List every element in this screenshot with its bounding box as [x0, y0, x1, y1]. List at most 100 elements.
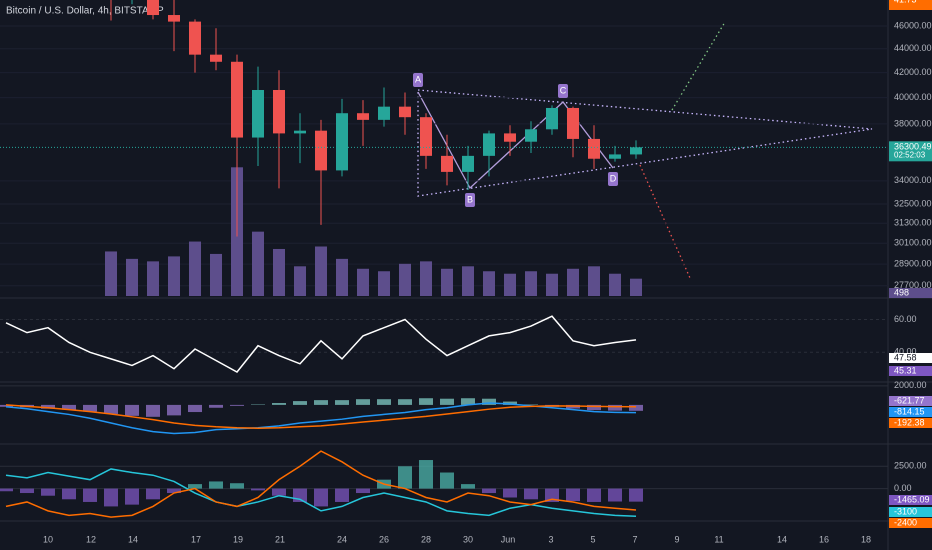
candle-body: [210, 54, 222, 62]
candle-body: [525, 129, 537, 142]
value-tag: [889, 407, 932, 417]
time-tick-label: 7: [632, 534, 637, 544]
histogram-bar: [125, 488, 139, 505]
candle-body: [189, 21, 201, 55]
histogram-bar: [146, 488, 160, 500]
histogram-bar: [146, 404, 160, 417]
histogram-bar: [0, 488, 13, 492]
candle-body: [462, 155, 474, 172]
price-tick-label: 46000.00: [894, 20, 932, 30]
candle-body: [378, 106, 390, 120]
histogram-bar: [209, 481, 223, 489]
pattern-point-label: D: [610, 173, 617, 183]
candle-body: [252, 89, 264, 138]
indicator-tick-label: 0.00: [894, 483, 912, 493]
volume-bar: [336, 258, 348, 296]
histogram-bar: [440, 472, 454, 489]
value-tag-label: -1465.09: [894, 494, 930, 504]
volume-bar: [630, 278, 642, 296]
histogram-bar: [104, 404, 118, 414]
pattern-point-label: C: [560, 85, 567, 95]
volume-bar: [567, 268, 579, 296]
volume-bar: [462, 266, 474, 296]
time-tick-label: 16: [819, 534, 829, 544]
price-tick-label: 38000.00: [894, 118, 932, 128]
volume-bar: [210, 253, 222, 296]
histogram-bar: [398, 399, 412, 405]
time-tick-label: 19: [233, 534, 243, 544]
indicator-tick-label: 60.00: [894, 314, 917, 324]
volume-bar: [126, 258, 138, 296]
histogram-bar: [314, 488, 328, 507]
volume-bar: [168, 256, 180, 296]
volume-bar: [399, 263, 411, 296]
value-tag: [889, 418, 932, 428]
candle-body: [231, 61, 243, 138]
histogram-bar: [230, 404, 244, 406]
value-tag: [889, 366, 932, 376]
value-tag: [889, 396, 932, 406]
indicator-line: [5, 450, 637, 518]
volume-bar: [546, 273, 558, 296]
pattern-point-label: B: [467, 194, 473, 204]
time-tick-label: Jun: [501, 534, 516, 544]
histogram-bar: [629, 404, 643, 411]
candle-body: [168, 15, 180, 22]
candle-body: [336, 113, 348, 171]
price-tick-label: 34000.00: [894, 175, 932, 185]
price-tick-label: 32500.00: [894, 198, 932, 208]
value-tag-label: 41.73: [894, 0, 917, 4]
candle-body: [357, 113, 369, 120]
pattern-drawing: [417, 21, 873, 279]
candle-body: [588, 138, 600, 159]
time-tick-label: 9: [674, 534, 679, 544]
value-tag-label: -3100: [894, 506, 917, 516]
value-tag: [889, 495, 932, 505]
histogram-bar: [461, 484, 475, 489]
histogram-bar: [41, 404, 55, 409]
countdown: 02:52:03: [894, 150, 926, 159]
histogram-bar: [419, 398, 433, 405]
histogram-bar: [608, 488, 622, 502]
time-tick-label: 12: [86, 534, 96, 544]
candle-body: [630, 147, 642, 155]
histogram-bar: [188, 484, 202, 489]
candle-body: [315, 130, 327, 171]
histogram-bar: [356, 399, 370, 405]
histogram-bar: [188, 404, 202, 413]
time-tick-label: 26: [379, 534, 389, 544]
price-tick-label: 27700.00: [894, 280, 932, 290]
last-price: 36300.49: [894, 142, 932, 152]
histogram-bar: [440, 398, 454, 405]
histogram-bar: [167, 488, 181, 494]
candle-body: [504, 133, 516, 142]
volume-bar: [252, 231, 264, 296]
volume-bar: [441, 268, 453, 296]
value-tag: [889, 507, 932, 517]
candle-body: [546, 107, 558, 130]
volume-bar: [189, 241, 201, 296]
value-tag-label: 47.58: [894, 352, 917, 362]
volume-bar: [588, 266, 600, 296]
histogram-bar: [20, 488, 34, 494]
time-tick-label: 18: [861, 534, 871, 544]
pattern-point-badge: [465, 193, 475, 207]
value-tag-label: -814.15: [894, 406, 925, 416]
histogram-bar: [125, 404, 139, 416]
volume-bar: [105, 251, 117, 296]
candle-body: [273, 89, 285, 134]
histogram-bar: [314, 400, 328, 405]
triangle: [417, 89, 873, 197]
time-tick-label: 3: [548, 534, 553, 544]
time-tick-label: 28: [421, 534, 431, 544]
time-tick-label: 14: [777, 534, 787, 544]
histogram-bar: [272, 488, 286, 496]
time-tick-label: 17: [191, 534, 201, 544]
pattern-point-badge: [413, 73, 423, 87]
value-tag-label: -192.38: [894, 417, 925, 427]
time-tick-label: 10: [43, 534, 53, 544]
candle-body: [420, 117, 432, 156]
histogram-bar: [209, 404, 223, 408]
volume-bar: [483, 271, 495, 296]
